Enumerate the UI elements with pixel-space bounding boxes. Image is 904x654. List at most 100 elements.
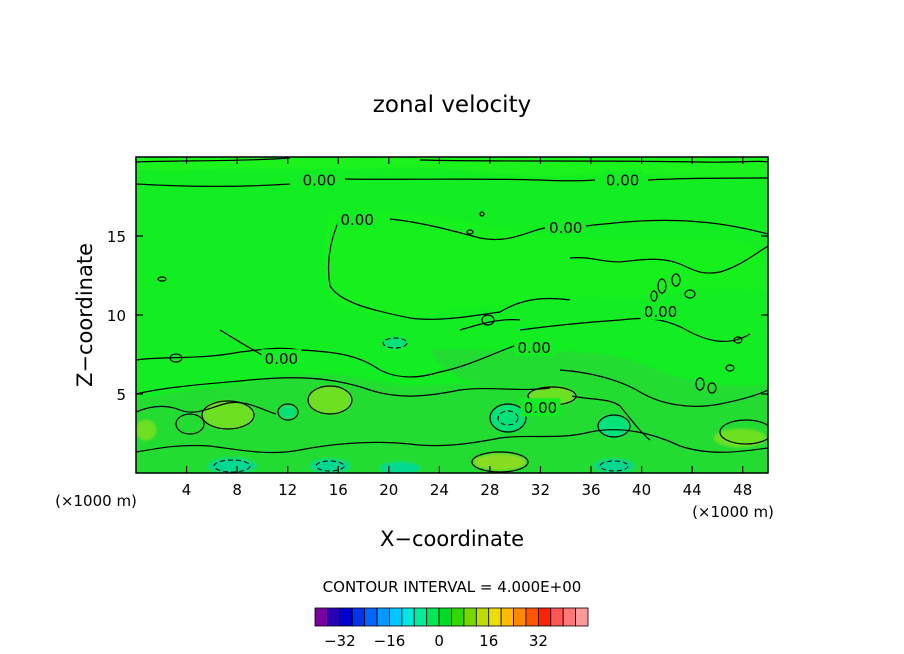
contour-line (459, 319, 521, 331)
contour-label-bg (640, 301, 681, 320)
x-axis-label: X−coordinate (380, 527, 524, 551)
negative-contour (213, 459, 251, 473)
contour-line (136, 377, 551, 397)
contour-loop (684, 289, 696, 299)
colorbar-swatch (351, 607, 366, 627)
colorbar-swatch (413, 607, 428, 627)
colorbar-tick-label: 0 (434, 632, 444, 650)
negative-patch (280, 406, 296, 418)
negative-patch (208, 458, 256, 473)
colorbar-swatch (575, 607, 589, 627)
contour-interval-text: CONTOUR INTERVAL = 4.000E+00 (323, 578, 582, 596)
positive-patch (308, 386, 352, 414)
contour-line (389, 218, 546, 240)
contour-loop (489, 403, 527, 433)
colorbar-swatch (327, 607, 341, 627)
colorbar-swatch (537, 607, 552, 627)
contour-label: 0.00 (517, 339, 550, 357)
y-tick-label: 15 (107, 228, 126, 246)
contour-label: 0.00 (644, 303, 677, 321)
negative-patch (383, 337, 407, 349)
colorbar-swatch (475, 607, 490, 627)
colorbar-swatch (389, 607, 403, 627)
contour-label: 0.00 (340, 211, 373, 229)
negative-contour (497, 410, 519, 426)
colorbar-swatch (463, 607, 477, 627)
contour-loop (277, 403, 299, 421)
contour-line (569, 245, 768, 274)
colorbar-swatch (426, 607, 440, 627)
x-tick-label: 12 (278, 481, 297, 499)
x-tick-label: 8 (232, 481, 242, 499)
colorbar-swatch (562, 607, 576, 627)
x-tick-label: 4 (182, 481, 192, 499)
contour-label-bg (299, 170, 340, 189)
contour-label-bg (514, 338, 555, 357)
contour-labels: 0.00 0.00 0.00 0.00 0.00 0.00 0.00 0.00 (261, 170, 681, 417)
colorbar-tick-label: −32 (324, 632, 356, 650)
mid-lobe-a (324, 210, 768, 319)
chart-title: zonal velocity (373, 92, 531, 118)
negative-contour (315, 460, 345, 472)
positive-patch (136, 420, 156, 440)
contour-loop (650, 290, 658, 302)
positive-patch (474, 454, 526, 470)
y-axis-label: Z−coordinate (73, 243, 97, 387)
colorbar-swatch (339, 607, 353, 627)
colorbar-tick-label: 16 (479, 632, 498, 650)
colorbar-swatch (401, 607, 415, 627)
contour-line (647, 177, 768, 181)
contour-label: 0.00 (265, 350, 298, 368)
negative-contour (599, 460, 629, 472)
contour-label-bg (520, 398, 561, 417)
y-tick-label: 5 (116, 386, 126, 404)
contour-line (136, 183, 291, 187)
x-axis-ticks: 4 8 12 16 20 24 28 32 36 40 44 48 (182, 157, 752, 499)
contour-line (585, 219, 768, 235)
y-axis-ticks: 5 10 15 (107, 228, 768, 404)
contour-lines (136, 157, 768, 473)
positive-patch (714, 429, 766, 447)
colorbar-swatch (438, 607, 452, 627)
x-tick-label: 20 (379, 481, 398, 499)
contour-line (344, 178, 596, 182)
x-tick-label: 48 (733, 481, 752, 499)
contour-line (327, 217, 571, 320)
contour-line (136, 429, 768, 454)
colorbar-swatch (376, 607, 390, 627)
contour-loop (481, 314, 495, 326)
colorbar-swatch (500, 607, 514, 627)
contour-loop (479, 211, 485, 217)
contour-loop (466, 229, 474, 235)
contour-loop (707, 382, 717, 394)
colorbar-tick-label: −16 (374, 632, 406, 650)
x-axis-unit: (×1000 m) (692, 503, 774, 521)
negative-patch (490, 404, 526, 432)
contour-label-bg (261, 349, 302, 368)
negative-patch (380, 462, 420, 473)
colorbar-tick-label: 32 (529, 632, 548, 650)
colorbar-swatch (314, 607, 328, 627)
negative-patch (598, 415, 630, 437)
contour-loop (307, 385, 353, 415)
x-tick-label: 40 (632, 481, 651, 499)
contour-loop (597, 414, 631, 438)
x-tick-label: 28 (480, 481, 499, 499)
contour-line (571, 395, 651, 441)
contour-label-bg (337, 210, 378, 229)
contour-label: 0.00 (524, 399, 557, 417)
positive-patch (202, 401, 254, 429)
contour-loop (725, 364, 735, 372)
y-tick-label: 10 (107, 307, 126, 325)
x-tick-label: 24 (430, 481, 449, 499)
contour-loop (719, 419, 768, 445)
contour-loop (157, 276, 167, 282)
colorbar-swatch (364, 607, 378, 627)
contour-label: 0.00 (549, 219, 582, 237)
contour-line (559, 369, 768, 407)
colorbar-swatch (451, 607, 465, 627)
contour-loop (175, 413, 205, 435)
shaded-regions (136, 157, 768, 473)
colorbar (314, 607, 589, 627)
x-tick-label: 32 (531, 481, 550, 499)
